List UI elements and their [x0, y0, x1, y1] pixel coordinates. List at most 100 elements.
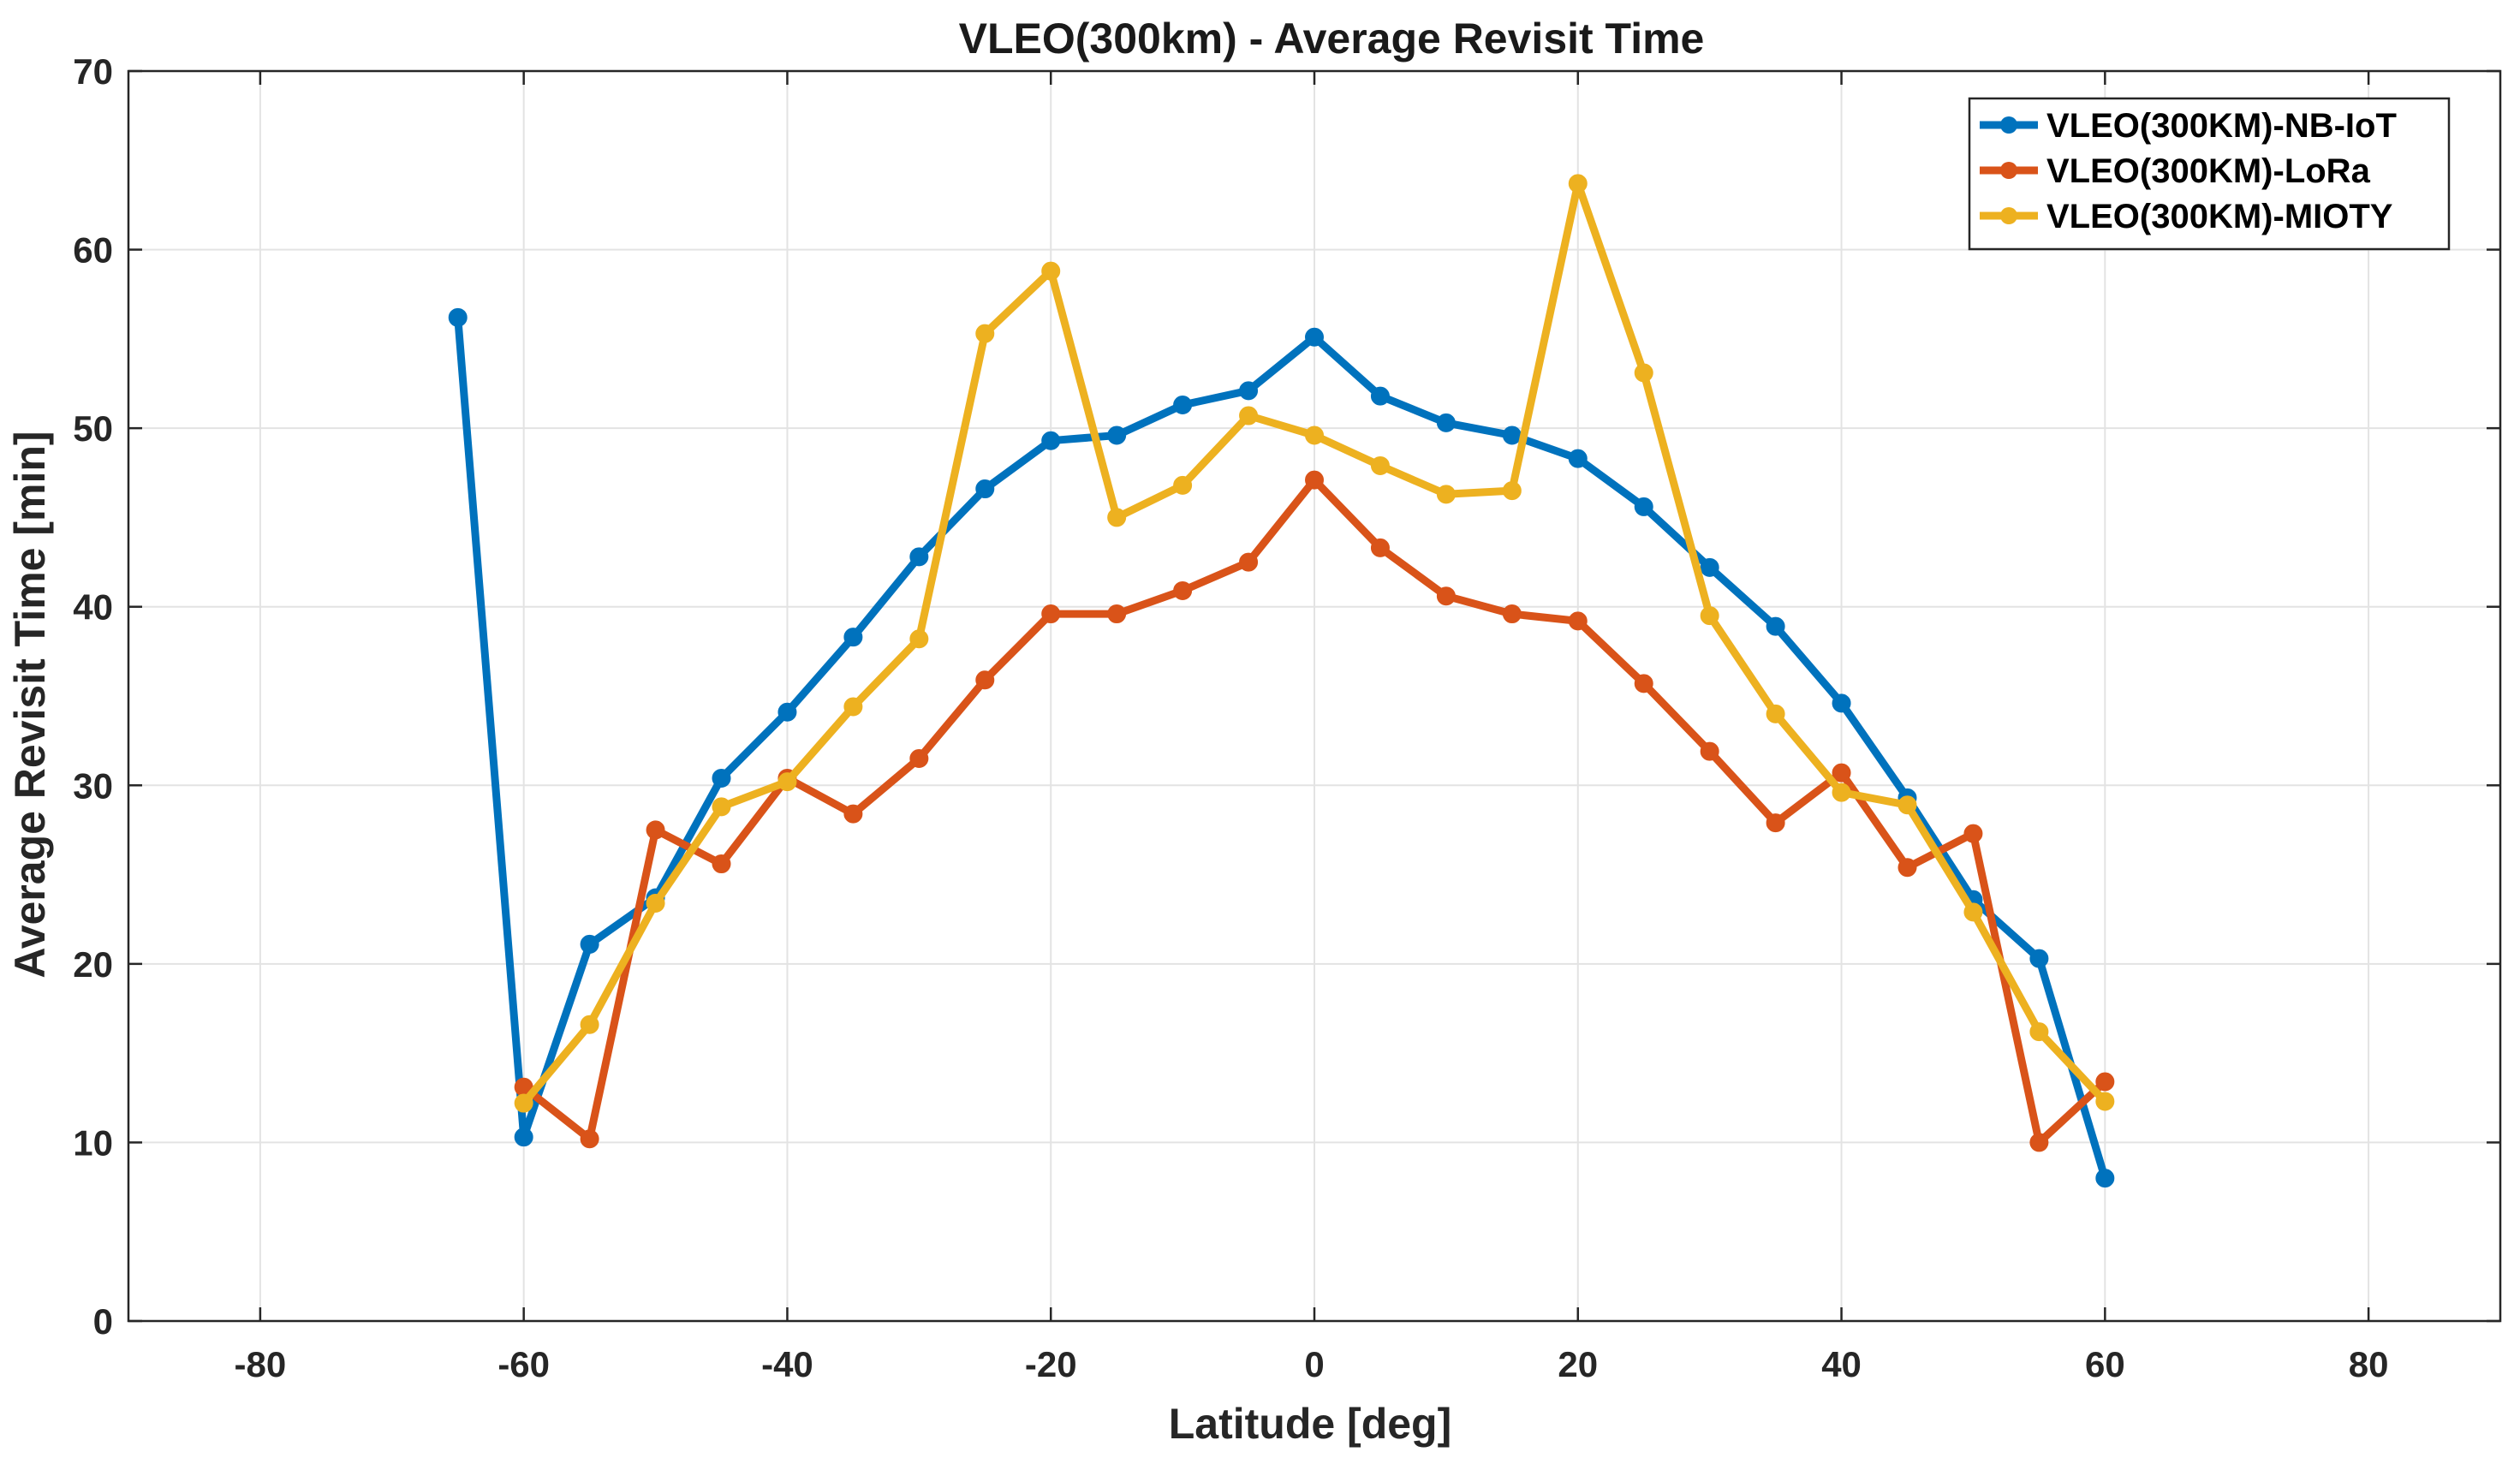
y-tick-label: 70: [73, 51, 113, 92]
x-tick-label: 40: [1821, 1344, 1862, 1384]
data-point: [843, 697, 863, 717]
y-axis-label: Average Revisit Time [min]: [6, 431, 54, 978]
x-tick-label: -20: [1025, 1344, 1077, 1384]
data-point: [580, 1015, 599, 1034]
y-tick-label: 10: [73, 1122, 113, 1163]
data-point: [712, 854, 731, 874]
data-point: [1173, 580, 1193, 600]
legend-label: VLEO(300KM)-MIOTY: [2046, 198, 2393, 235]
data-point: [1832, 783, 1851, 802]
data-point: [1897, 795, 1917, 815]
legend-marker: [2000, 116, 2017, 134]
legend-marker: [2000, 207, 2017, 224]
data-point: [580, 934, 599, 954]
data-point: [1305, 426, 1324, 445]
data-point: [975, 670, 995, 690]
data-point: [777, 772, 797, 792]
data-point: [1634, 497, 1653, 516]
data-point: [1436, 485, 1456, 504]
data-point: [1502, 604, 1522, 624]
data-point: [1107, 426, 1127, 445]
series-group: [448, 174, 2115, 1188]
data-point: [909, 629, 929, 649]
data-point: [1502, 426, 1522, 445]
data-point: [1370, 538, 1390, 557]
y-tick-label: 30: [73, 765, 113, 806]
y-tick-label: 0: [93, 1301, 113, 1342]
data-point: [514, 1093, 533, 1113]
data-point: [1239, 552, 1259, 572]
y-tick-label: 60: [73, 230, 113, 271]
data-point: [2029, 1022, 2049, 1042]
data-point: [1634, 363, 1653, 383]
data-point: [1502, 481, 1522, 501]
y-tick-label: 40: [73, 587, 113, 628]
data-point: [1436, 413, 1456, 432]
data-point: [1041, 431, 1061, 450]
x-tick-label: -80: [235, 1344, 287, 1384]
data-point: [1305, 470, 1324, 490]
data-point: [1766, 813, 1785, 833]
legend-label: VLEO(300KM)-NB-IoT: [2046, 107, 2397, 145]
data-point: [2029, 1133, 2049, 1152]
data-point: [1239, 406, 1259, 426]
data-point: [975, 479, 995, 499]
data-point: [1963, 902, 1983, 922]
data-point: [1897, 858, 1917, 878]
x-tick-label: 20: [1558, 1344, 1598, 1384]
data-point: [2095, 1092, 2115, 1111]
series-2: [514, 174, 2115, 1113]
data-point: [1700, 606, 1719, 626]
x-tick-label: -60: [497, 1344, 550, 1384]
series-line: [454, 313, 2109, 1182]
data-point: [777, 702, 797, 722]
chart-title: VLEO(300km) - Average Revisit Time: [959, 15, 1705, 62]
data-point: [1239, 381, 1259, 401]
x-tick-label: 80: [2349, 1344, 2389, 1384]
legend-box: [1968, 97, 2451, 251]
legend-marker: [2000, 162, 2017, 179]
data-point: [1766, 616, 1785, 636]
data-point: [1634, 674, 1653, 693]
data-point: [1832, 693, 1851, 713]
data-point: [1766, 704, 1785, 723]
data-point: [909, 547, 929, 567]
data-point: [1700, 557, 1719, 577]
legend-label: VLEO(300KM)-LoRa: [2046, 152, 2371, 190]
data-point: [1370, 455, 1390, 475]
data-point: [909, 749, 929, 768]
data-point: [2095, 1169, 2115, 1188]
data-point: [843, 804, 863, 824]
x-tick-label: 60: [2085, 1344, 2125, 1384]
data-point: [2029, 949, 2049, 968]
legend: VLEO(300KM)-NB-IoT VLEO(300KM)-LoRa VLEO(3…: [1968, 97, 2451, 251]
data-point: [1832, 763, 1851, 783]
data-point: [1568, 611, 1588, 631]
x-tick-label: 0: [1304, 1344, 1324, 1384]
data-point: [1041, 261, 1061, 281]
data-point: [975, 324, 995, 343]
data-point: [646, 893, 665, 913]
data-point: [1963, 824, 1983, 843]
data-point: [1173, 475, 1193, 495]
y-ticks: 0 10 20 30 40 50 60 70: [73, 51, 113, 1342]
data-point: [1568, 174, 1588, 193]
axes: [127, 69, 2502, 1323]
data-point: [712, 797, 731, 817]
data-point: [712, 768, 731, 788]
y-tick-label: 20: [73, 944, 113, 985]
data-point: [1107, 508, 1127, 527]
data-point: [1436, 586, 1456, 606]
data-point: [514, 1128, 533, 1147]
data-point: [1305, 327, 1324, 347]
data-point: [448, 307, 468, 327]
x-tick-label: -40: [761, 1344, 813, 1384]
data-point: [1107, 604, 1127, 624]
y-tick-label: 50: [73, 408, 113, 449]
x-axis-label: Latitude [deg]: [1169, 1400, 1452, 1448]
data-point: [1041, 604, 1061, 624]
data-point: [580, 1129, 599, 1149]
data-point: [1568, 449, 1588, 468]
